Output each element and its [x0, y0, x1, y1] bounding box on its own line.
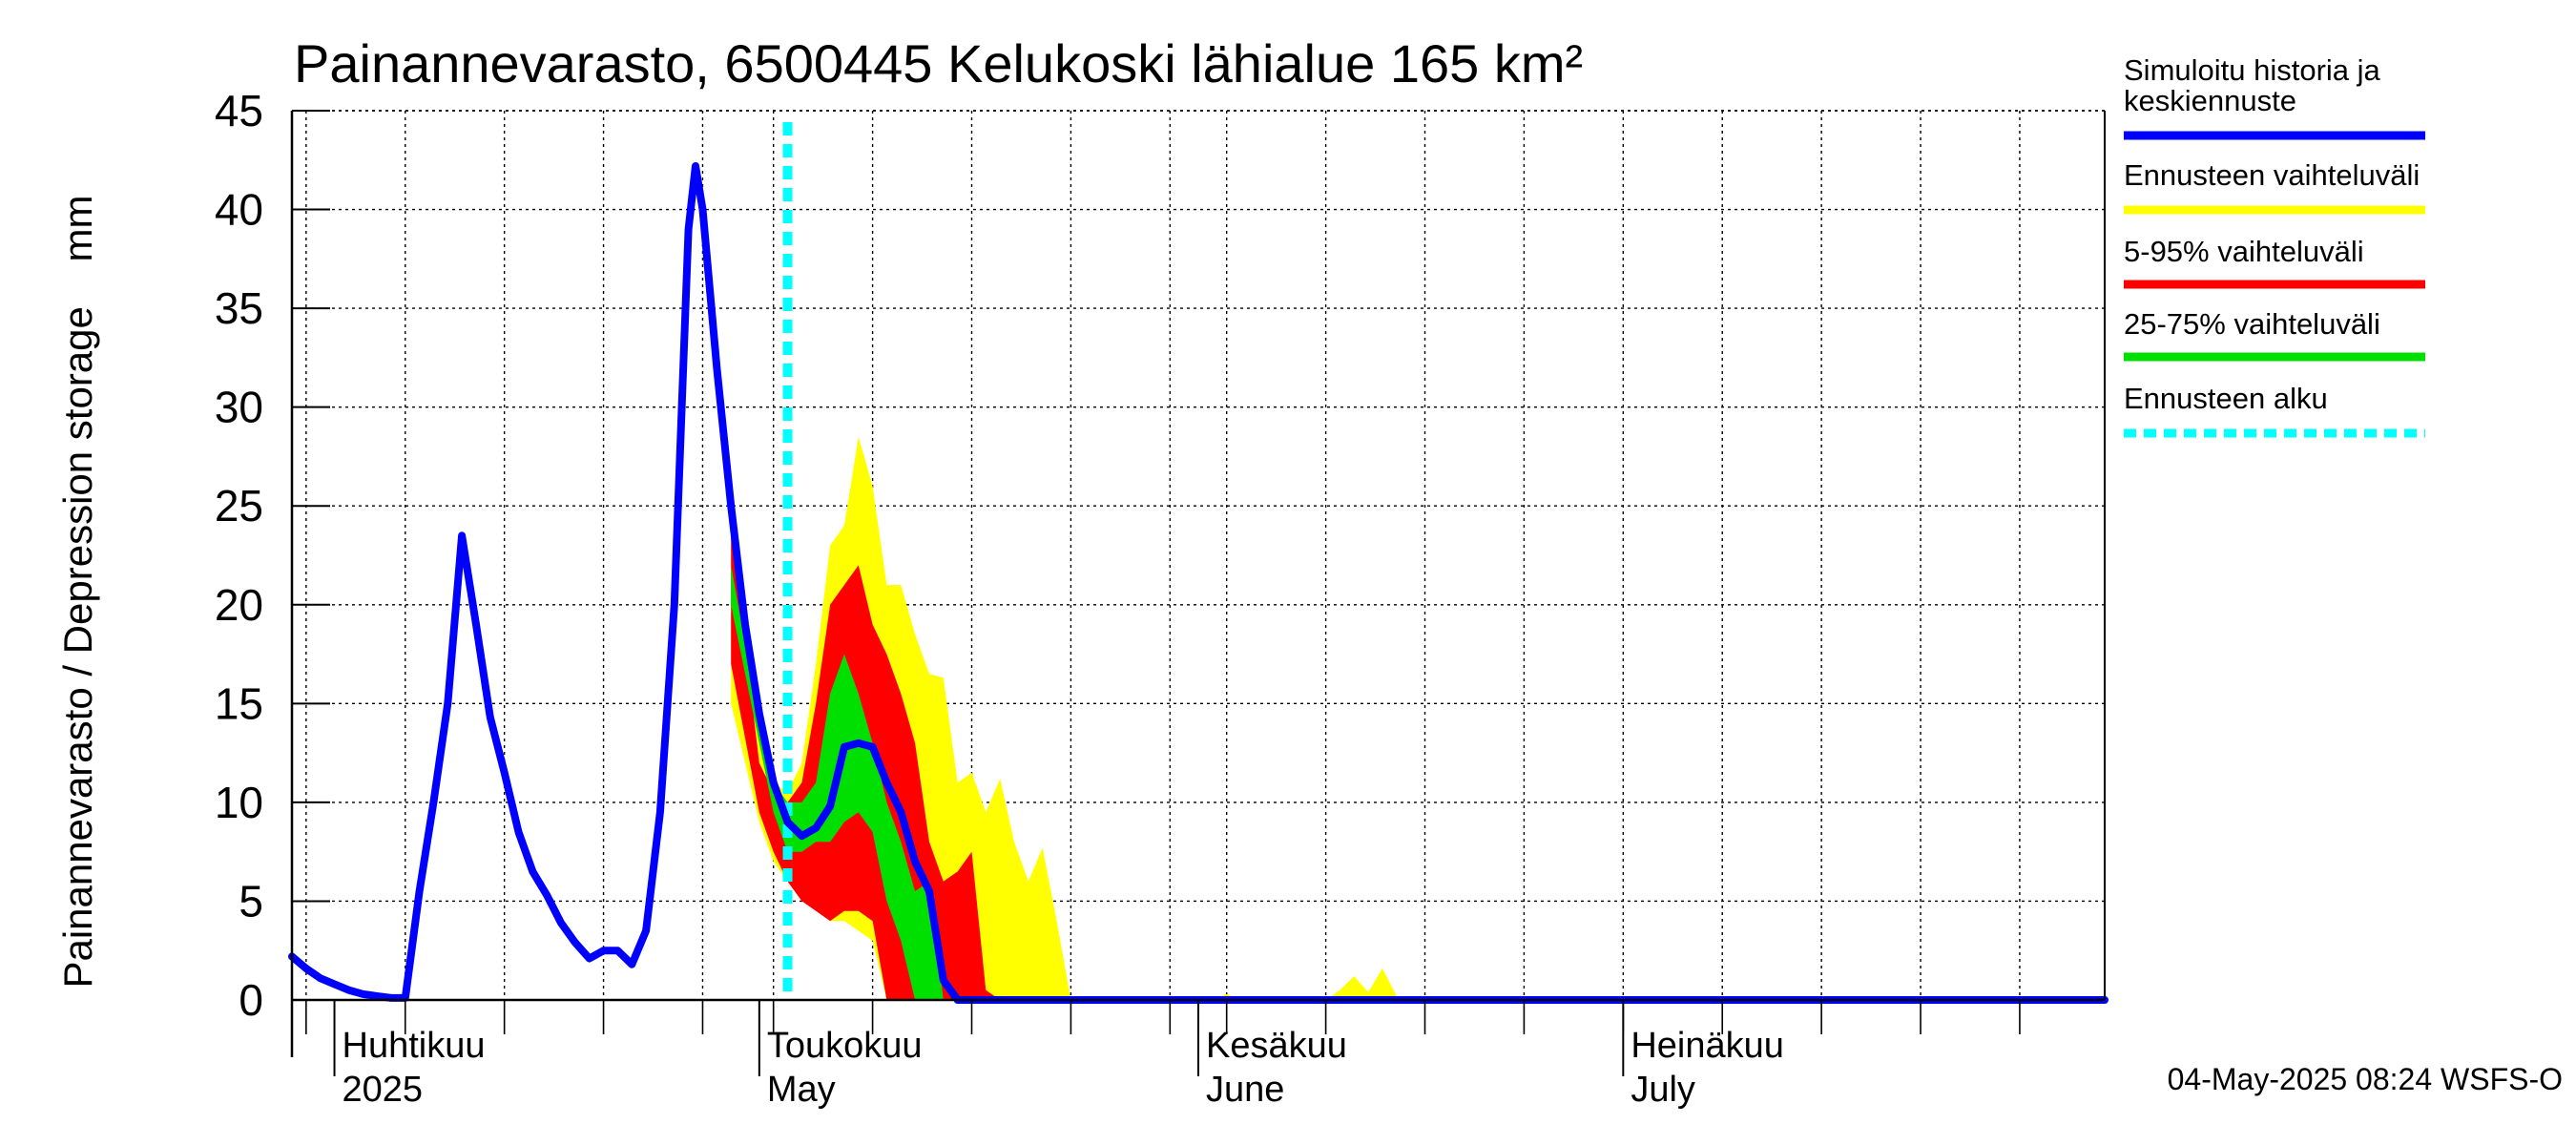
series-lines	[288, 122, 2109, 1004]
y-tick-label: 40	[215, 185, 263, 235]
y-tick-label: 45	[215, 86, 263, 135]
x-month-label: Huhtikuu	[343, 1026, 486, 1066]
x-month-label: Heinäkuu	[1631, 1026, 1784, 1066]
x-month-sublabel: 2025	[343, 1070, 424, 1110]
y-tick-label: 35	[215, 283, 263, 333]
x-month-sublabel: May	[767, 1070, 836, 1110]
y-tick-label: 0	[239, 975, 263, 1025]
history-median-line	[288, 162, 2109, 1004]
y-axis-label: Painannevarasto / Depression storage mm	[55, 195, 100, 988]
chart-title: Painannevarasto, 6500445 Kelukoski lähia…	[294, 33, 1583, 94]
forecast-bands	[731, 436, 2106, 1000]
y-tick-label: 10	[215, 778, 263, 827]
legend-label-range_25_75: 25-75% vaihteluväli	[2124, 307, 2380, 341]
x-month-label: Kesäkuu	[1206, 1026, 1347, 1066]
legend-label-history: keskiennuste	[2124, 84, 2296, 117]
x-month-sublabel: June	[1206, 1070, 1284, 1110]
range-full-band	[731, 436, 2106, 1000]
legend-label-history: Simuloitu historia ja	[2124, 53, 2381, 87]
y-tick-label: 5	[239, 876, 263, 926]
axes: 051015202530354045Huhtikuu2025ToukokuuMa…	[215, 86, 2106, 1110]
y-tick-label: 20	[215, 580, 263, 630]
x-month-sublabel: July	[1631, 1070, 1695, 1110]
legend-label-range_full: Ennusteen vaihteluväli	[2124, 158, 2420, 192]
y-tick-label: 30	[215, 383, 263, 432]
legend-label-range_5_95: 5-95% vaihteluväli	[2124, 235, 2364, 268]
x-month-label: Toukokuu	[767, 1026, 923, 1066]
y-tick-label: 25	[215, 481, 263, 531]
y-tick-label: 15	[215, 678, 263, 728]
grid	[292, 110, 2105, 1000]
footer-timestamp: 04-May-2025 08:24 WSFS-O	[2168, 1062, 2563, 1096]
legend-label-forecast_start: Ennusteen alku	[2124, 382, 2328, 415]
